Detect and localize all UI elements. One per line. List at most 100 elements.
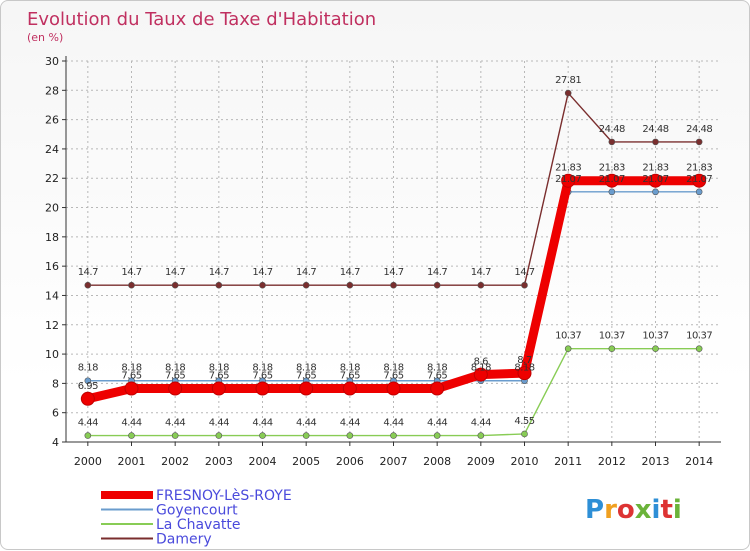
xtick-label-2012: 2012: [598, 455, 626, 468]
label-goyencourt-2000: 8.18: [78, 363, 98, 374]
chart-title: Evolution du Taux de Taxe d'Habitation: [27, 9, 376, 30]
label-la-chavatte-2001: 4.44: [121, 418, 141, 429]
label-fresnoy-l-s-roye-2004: 7.65: [252, 371, 272, 382]
logo-letter: t: [660, 495, 672, 525]
label-damery-2006: 14.7: [340, 267, 360, 278]
logo-letter: P: [585, 495, 604, 525]
label-la-chavatte-2013: 10.37: [642, 331, 668, 342]
point-damery-2014: [695, 138, 703, 146]
label-la-chavatte-2014: 10.37: [686, 331, 712, 342]
label-fresnoy-l-s-roye-2003: 7.65: [209, 371, 229, 382]
xtick-label-2011: 2011: [554, 455, 582, 468]
point-la-chavatte-2002: [171, 432, 179, 439]
label-fresnoy-l-s-roye-2006: 7.65: [340, 371, 360, 382]
point-fresnoy-l-s-roye-2003: [211, 381, 226, 396]
xtick-label-2009: 2009: [467, 455, 495, 468]
point-fresnoy-l-s-roye-2004: [255, 381, 270, 396]
label-la-chavatte-2006: 4.44: [340, 418, 360, 429]
label-la-chavatte-2004: 4.44: [252, 418, 272, 429]
label-fresnoy-l-s-roye-2011: 21.83: [555, 163, 581, 174]
label-damery-2010: 14.7: [514, 267, 534, 278]
label-goyencourt-2013: 21.07: [642, 174, 668, 185]
point-damery-2001: [128, 281, 135, 289]
point-la-chavatte-2009: [477, 432, 485, 439]
point-goyencourt-2012: [608, 188, 616, 196]
label-goyencourt-2004: 8.18: [252, 363, 272, 374]
proxiti-logo: Proxiti: [585, 495, 682, 525]
logo-text: Proxiti: [585, 495, 682, 525]
label-fresnoy-l-s-roye-2000: 6.95: [78, 381, 98, 392]
point-la-chavatte-2005: [302, 432, 310, 439]
label-fresnoy-l-s-roye-2007: 7.65: [383, 371, 403, 382]
ytick-label-8: 8: [52, 377, 59, 390]
point-fresnoy-l-s-roye-2002: [168, 381, 183, 396]
ytick-label-24: 24: [45, 143, 59, 156]
legend-label-fresnoy-l-s-roye: FRESNOY-LèS-ROYE: [156, 488, 292, 504]
point-la-chavatte-2012: [608, 345, 616, 352]
label-damery-2005: 14.7: [296, 267, 316, 278]
point-goyencourt-2000: [84, 377, 92, 385]
ytick-label-30: 30: [45, 55, 59, 68]
label-damery-2014: 24.48: [686, 124, 712, 135]
label-goyencourt-2011: 21.07: [555, 174, 581, 185]
ytick-label-6: 6: [52, 407, 59, 420]
point-la-chavatte-2011: [564, 345, 572, 352]
point-damery-2005: [302, 281, 310, 289]
logo-letter: x: [635, 495, 652, 525]
label-fresnoy-l-s-roye-2012: 21.83: [599, 163, 625, 174]
point-la-chavatte-2010: [521, 430, 528, 438]
xtick-label-2000: 2000: [74, 455, 102, 468]
label-goyencourt-2006: 8.18: [340, 363, 360, 374]
label-la-chavatte-2003: 4.44: [209, 418, 229, 429]
label-damery-2002: 14.7: [165, 267, 185, 278]
point-fresnoy-l-s-roye-2006: [342, 381, 357, 396]
xtick-label-2004: 2004: [249, 455, 277, 468]
series: [80, 89, 707, 439]
point-la-chavatte-2003: [215, 432, 223, 439]
point-la-chavatte-2007: [390, 432, 397, 439]
xtick-label-2014: 2014: [685, 455, 713, 468]
label-la-chavatte-2005: 4.44: [296, 418, 316, 429]
xtick-label-2002: 2002: [161, 455, 189, 468]
data-labels: 14.7 14.7 14.7 14.7 14.7 14.7 14.7 14.7 14.7 14.7…: [78, 75, 713, 428]
ytick-label-10: 10: [45, 348, 59, 361]
point-fresnoy-l-s-roye-2013: [648, 173, 663, 188]
label-la-chavatte-2009: 4.44: [471, 418, 491, 429]
label-damery-2001: 14.7: [121, 267, 141, 278]
label-damery-2007: 14.7: [383, 267, 403, 278]
legend-label-damery: Damery: [156, 532, 212, 548]
point-fresnoy-l-s-roye-2010: [517, 366, 532, 381]
label-goyencourt-2012: 21.07: [599, 174, 625, 185]
label-la-chavatte-2000: 4.44: [78, 418, 98, 429]
label-goyencourt-2008: 8.18: [427, 363, 447, 374]
label-damery-2013: 24.48: [642, 124, 668, 135]
ytick-label-20: 20: [45, 202, 59, 215]
point-fresnoy-l-s-roye-2009: [473, 367, 488, 382]
logo-letter: o: [617, 495, 635, 525]
point-la-chavatte-2008: [433, 432, 441, 439]
label-fresnoy-l-s-roye-2001: 7.65: [121, 371, 141, 382]
label-goyencourt-2001: 8.18: [121, 363, 141, 374]
point-la-chavatte-2004: [259, 432, 266, 439]
label-goyencourt-2007: 8.18: [383, 363, 403, 374]
point-la-chavatte-2013: [652, 345, 659, 352]
logo-letter: r: [604, 495, 617, 525]
ytick-label-26: 26: [45, 114, 59, 127]
label-damery-2012: 24.48: [599, 124, 625, 135]
point-damery-2002: [171, 281, 179, 289]
label-fresnoy-l-s-roye-2008: 7.65: [427, 371, 447, 382]
point-fresnoy-l-s-roye-2012: [604, 173, 619, 188]
point-damery-2003: [215, 281, 223, 289]
chart-subtitle: (en %): [27, 31, 63, 44]
xtick-label-2003: 2003: [205, 455, 233, 468]
label-fresnoy-l-s-roye-2009: 8.6: [474, 357, 489, 368]
xtick-label-2001: 2001: [118, 455, 146, 468]
ytick-label-14: 14: [45, 289, 59, 302]
point-fresnoy-l-s-roye-2007: [386, 381, 401, 396]
point-damery-2000: [84, 281, 92, 289]
point-damery-2009: [477, 281, 485, 289]
point-fresnoy-l-s-roye-2014: [692, 173, 707, 188]
